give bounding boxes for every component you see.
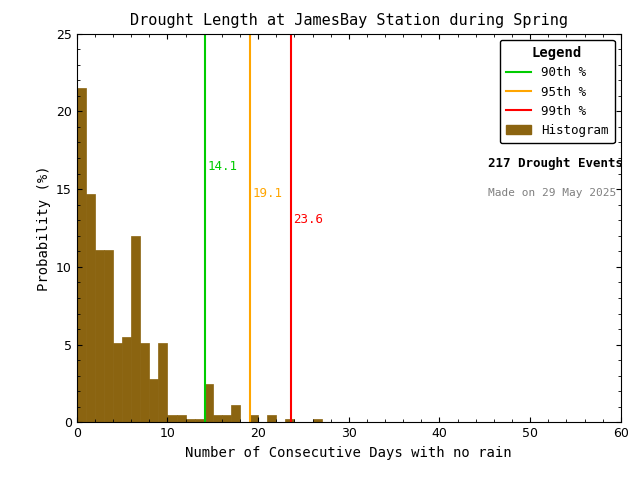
Y-axis label: Probability (%): Probability (%): [36, 165, 51, 291]
Bar: [222, 415, 231, 422]
Bar: [95, 250, 104, 422]
Bar: [204, 384, 212, 422]
Bar: [268, 415, 276, 422]
Bar: [168, 415, 177, 422]
Text: Made on 29 May 2025: Made on 29 May 2025: [488, 188, 616, 198]
Bar: [186, 419, 195, 422]
Bar: [158, 343, 168, 422]
Bar: [195, 419, 204, 422]
Bar: [104, 250, 113, 422]
Text: 23.6: 23.6: [294, 213, 323, 227]
Bar: [312, 419, 321, 422]
Bar: [131, 236, 140, 422]
Bar: [149, 379, 158, 422]
Bar: [113, 343, 122, 422]
Legend: 90th %, 95th %, 99th %, Histogram: 90th %, 95th %, 99th %, Histogram: [500, 40, 614, 144]
Bar: [77, 88, 86, 422]
X-axis label: Number of Consecutive Days with no rain: Number of Consecutive Days with no rain: [186, 446, 512, 460]
Bar: [140, 343, 149, 422]
Bar: [212, 415, 222, 422]
Text: 217 Drought Events: 217 Drought Events: [488, 157, 623, 170]
Bar: [177, 415, 186, 422]
Text: 14.1: 14.1: [207, 160, 237, 173]
Bar: [285, 419, 294, 422]
Bar: [86, 194, 95, 422]
Text: 19.1: 19.1: [253, 187, 283, 200]
Title: Drought Length at JamesBay Station during Spring: Drought Length at JamesBay Station durin…: [130, 13, 568, 28]
Bar: [249, 415, 258, 422]
Bar: [231, 405, 240, 422]
Bar: [122, 337, 131, 422]
